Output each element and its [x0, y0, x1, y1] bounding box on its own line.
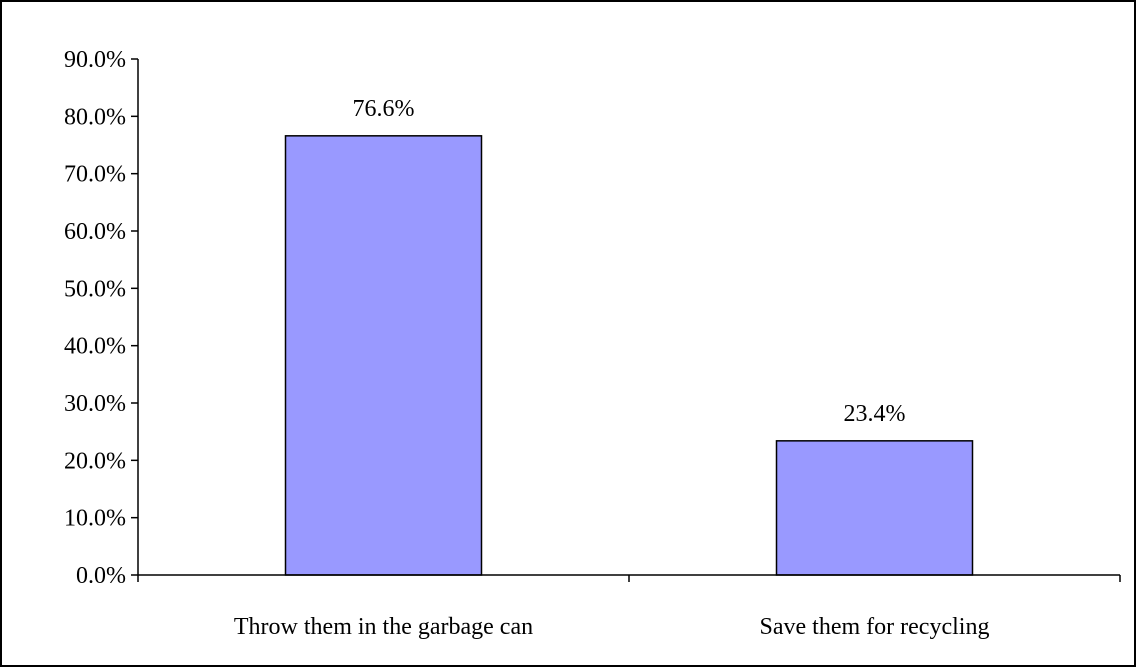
y-tick-label: 50.0% [64, 276, 126, 302]
y-axis-ticks: 0.0% 10.0% 20.0% 30.0% 40.0% 50.0% 60.0% 70.0% 8… [64, 47, 138, 589]
y-tick-label: 90.0% [64, 47, 126, 73]
x-axis-category-labels: Throw them in the garbage can Save them f… [234, 614, 990, 640]
y-tick-label: 0.0% [76, 563, 126, 589]
y-tick-label: 60.0% [64, 219, 126, 245]
y-tick-label: 30.0% [64, 391, 126, 417]
bar-value-label: 76.6% [353, 96, 415, 122]
y-tick-label: 70.0% [64, 162, 126, 188]
bar-value-label: 23.4% [844, 401, 906, 427]
y-tick-label: 80.0% [64, 104, 126, 130]
y-tick-label: 20.0% [64, 448, 126, 474]
bar [775, 440, 974, 576]
y-tick-label: 40.0% [64, 334, 126, 360]
bars [284, 135, 974, 576]
x-category-label: Throw them in the garbage can [234, 614, 533, 640]
x-category-label: Save them for recycling [760, 614, 990, 640]
data-labels: 76.6% 23.4% [353, 96, 906, 427]
x-axis-ticks [137, 575, 1121, 582]
y-tick-label: 10.0% [64, 506, 126, 532]
bar [284, 135, 483, 576]
